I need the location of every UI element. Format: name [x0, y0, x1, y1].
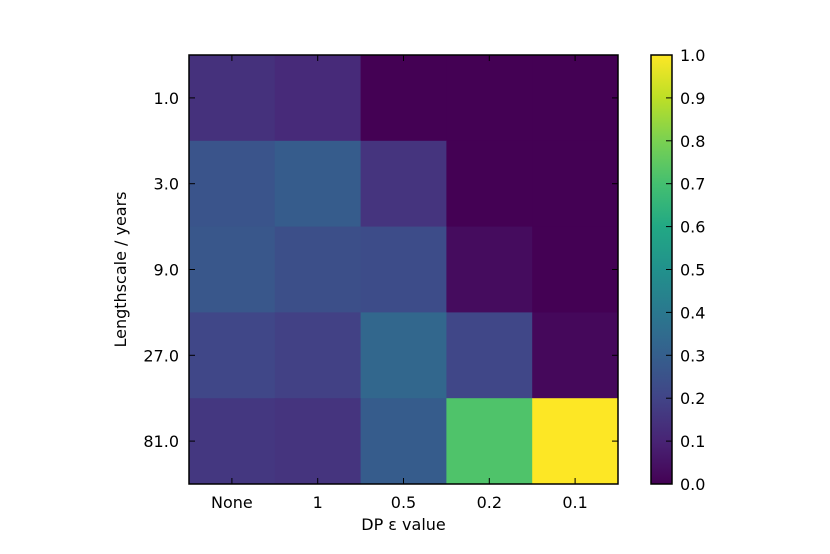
colorbar-tick-label: 0.4 — [680, 303, 705, 322]
y-tick-label: 27.0 — [143, 346, 179, 365]
heatmap-cell — [274, 398, 362, 485]
colorbar-tick-label: 0.9 — [680, 89, 705, 108]
colorbar-tick-label: 0.5 — [680, 261, 705, 280]
heatmap-cell — [274, 226, 362, 313]
heatmap-cell — [532, 55, 619, 142]
heatmap-cell — [360, 312, 447, 399]
heatmap-cell — [446, 140, 533, 228]
y-tick-label: 81.0 — [143, 432, 179, 451]
colorbar-tick-label: 0.3 — [680, 346, 705, 365]
heatmap-cell — [532, 140, 619, 228]
x-tick-label: 0.2 — [477, 493, 502, 512]
heatmap-cells — [189, 55, 619, 485]
x-tick-label: 0.5 — [391, 493, 416, 512]
x-axis: None 1 0.5 0.2 0.1 — [211, 55, 588, 512]
y-tick-label: 9.0 — [154, 261, 179, 280]
heatmap-cell — [189, 398, 276, 485]
heatmap-cell — [189, 226, 276, 313]
heatmap-cell — [446, 312, 533, 399]
colorbar-tick-label: 0.7 — [680, 175, 705, 194]
heatmap-cell — [532, 226, 619, 313]
x-tick-label: None — [211, 493, 253, 512]
colorbar-tick-label: 0.2 — [680, 389, 705, 408]
colorbar-tick-label: 0.6 — [680, 218, 705, 237]
heatmap-cell — [532, 312, 619, 399]
colorbar-tick-label: 0.1 — [680, 432, 705, 451]
heatmap-cell — [446, 55, 533, 142]
heatmap-cell — [189, 140, 276, 228]
heatmap-cell — [360, 140, 447, 228]
heatmap-cell — [274, 55, 362, 142]
colorbar-tick-label: 1.0 — [680, 46, 705, 65]
heatmap-cell — [274, 140, 362, 228]
heatmap-cell — [532, 398, 619, 485]
colorbar-tick-label: 0.8 — [680, 132, 705, 151]
x-tick-label: 1 — [313, 493, 323, 512]
y-axis: 1.0 3.0 9.0 27.0 81.0 — [143, 89, 618, 451]
colorbar-ticks: 0.0 0.1 0.2 0.3 0.4 0.5 0.6 0.7 0.8 0.9 1.0 — [666, 46, 705, 494]
heatmap-cell — [446, 398, 533, 485]
heatmap-cell — [360, 55, 447, 142]
heatmap-cell — [274, 312, 362, 399]
heatmap-cell — [446, 226, 533, 313]
x-axis-label: DP ε value — [361, 515, 446, 534]
x-tick-label: 0.1 — [562, 493, 587, 512]
heatmap-cell — [360, 398, 447, 485]
y-tick-label: 3.0 — [154, 175, 179, 194]
y-axis-label: Lengthscale / years — [111, 191, 130, 347]
heatmap-cell — [189, 55, 276, 142]
y-tick-label: 1.0 — [154, 89, 179, 108]
heatmap-cell — [189, 312, 276, 399]
colorbar-tick-label: 0.0 — [680, 475, 705, 494]
heatmap-cell — [360, 226, 447, 313]
